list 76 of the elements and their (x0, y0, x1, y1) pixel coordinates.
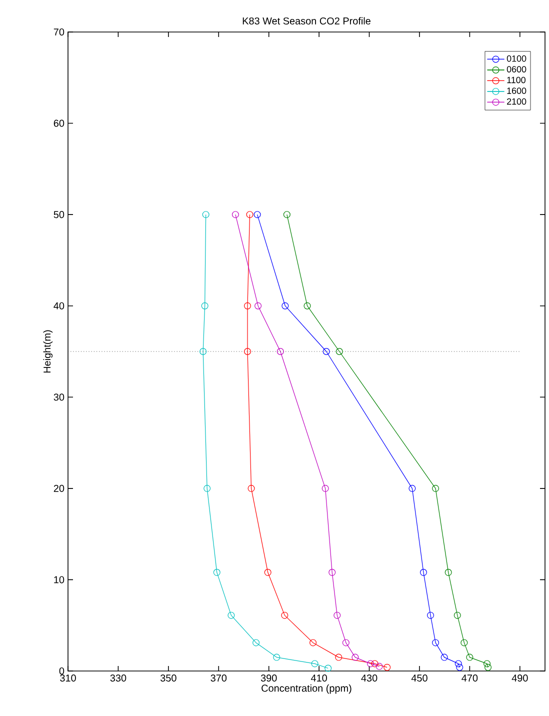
point (281, 612, 288, 619)
point (484, 660, 491, 668)
x-tick-label: 390 (260, 674, 277, 682)
point (432, 639, 440, 646)
y-tick-label: 50 (54, 211, 64, 218)
x-tick-label: 450 (411, 674, 428, 682)
point (213, 568, 220, 576)
x-tick-label: 330 (110, 674, 126, 682)
point (204, 484, 211, 492)
x-tick-label: 410 (310, 674, 327, 682)
point (254, 211, 261, 218)
point (304, 302, 311, 310)
point (384, 664, 391, 671)
x-tick-label: 310 (60, 674, 76, 682)
point (282, 302, 289, 310)
point (202, 211, 210, 218)
point (342, 639, 350, 646)
x-tick-label: 350 (160, 674, 176, 682)
point (336, 348, 343, 355)
point (273, 654, 280, 661)
point (352, 654, 359, 661)
point (427, 612, 434, 619)
point (376, 662, 383, 670)
point (460, 639, 468, 646)
point (310, 639, 317, 646)
point (420, 568, 427, 576)
legend-label: 1600 (507, 88, 526, 94)
legend-label: 2100 (507, 98, 526, 105)
point (248, 484, 255, 492)
point (328, 568, 336, 576)
point (311, 660, 318, 668)
x-tick-label: 490 (512, 674, 528, 682)
x-axis-title: Concentration (ppm) (262, 684, 352, 694)
y-tick-label: 30 (54, 394, 64, 401)
point (324, 664, 332, 672)
point (244, 348, 252, 355)
point (440, 654, 448, 661)
legend-label: 1100 (507, 76, 526, 84)
point (200, 348, 207, 355)
point (283, 211, 290, 218)
point (454, 612, 461, 619)
legend-label: 0600 (506, 66, 526, 72)
point (322, 484, 329, 492)
x-tick-label: 470 (462, 674, 478, 682)
point (367, 660, 374, 668)
point (432, 484, 440, 492)
y-tick-label: 40 (54, 302, 64, 310)
point (334, 612, 341, 619)
point (454, 660, 462, 668)
y-tick-label: 10 (54, 576, 64, 584)
point (244, 302, 252, 310)
point (466, 654, 474, 661)
y-tick-label: 70 (54, 28, 64, 36)
x-tick-label: 370 (210, 674, 227, 682)
legend-label: 0100 (506, 55, 526, 62)
point (232, 211, 239, 218)
point (246, 211, 254, 218)
y-tick-label: 20 (54, 484, 64, 492)
point (228, 612, 235, 619)
point (371, 660, 378, 668)
point (322, 348, 330, 355)
y-tick-label: 60 (54, 120, 64, 127)
point (408, 484, 416, 492)
chart-title: K83 Wet Season CO2 Profile (242, 17, 370, 24)
x-tick-label: 430 (361, 674, 378, 682)
y-axis-title: Height(m) (43, 330, 53, 373)
point (456, 664, 464, 671)
point (264, 568, 272, 576)
y-tick-label: 0 (59, 667, 64, 675)
point (484, 664, 492, 671)
point (252, 639, 260, 646)
point (276, 348, 284, 355)
point (444, 568, 452, 576)
point (335, 654, 342, 661)
point (201, 302, 208, 310)
point (254, 302, 262, 310)
